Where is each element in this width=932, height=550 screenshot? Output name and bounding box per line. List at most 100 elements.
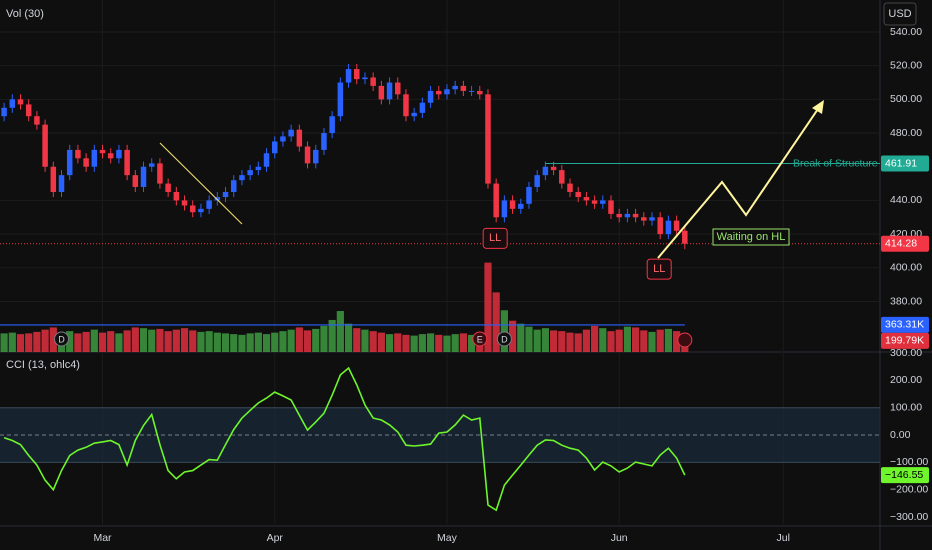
projection-path (657, 105, 821, 259)
candle-body (493, 183, 499, 218)
volume-bar (238, 334, 246, 352)
structure-price-label: 461.91 (885, 157, 917, 169)
x-tick-label: May (437, 532, 458, 544)
candle-body (107, 153, 114, 159)
cci-band (0, 407, 880, 463)
candle-body (42, 124, 48, 167)
cci-title: CCI (13, ohlc4) (6, 359, 80, 371)
candle-body (66, 149, 73, 176)
event-label: E (477, 334, 483, 344)
candle-body (157, 163, 163, 184)
candle-body (378, 85, 385, 100)
volume-bar (492, 292, 500, 352)
volume-bar (74, 333, 82, 352)
candle-body (682, 230, 688, 244)
volume-bar (418, 334, 426, 352)
volume-bar (402, 334, 410, 352)
candle-body (673, 220, 680, 231)
volume-bar (8, 332, 16, 352)
candle-body (436, 90, 442, 95)
candle-body (132, 175, 139, 187)
candle-body (189, 205, 196, 213)
y-tick-label: −300.00 (890, 511, 928, 523)
candle-body (665, 220, 672, 235)
candle-body (140, 166, 147, 187)
candle-body (173, 192, 180, 201)
candle-body (657, 217, 663, 235)
candle-body (600, 200, 606, 204)
candle-body (313, 149, 319, 164)
volume-bar (262, 334, 271, 352)
candle-body (403, 94, 409, 117)
event-label: D (501, 334, 508, 344)
candle-body (91, 149, 98, 167)
candle-body (148, 163, 155, 167)
volume-bar (500, 310, 508, 352)
candle-body (239, 175, 245, 181)
candle-body (321, 133, 327, 150)
candle-body (116, 149, 122, 159)
volume-bar (172, 329, 180, 352)
y-tick-label: 300.00 (890, 347, 922, 359)
candle-body (222, 192, 229, 198)
last-price-label-box (881, 235, 929, 252)
y-tick-label: 440.00 (890, 194, 922, 206)
event-marker[interactable] (472, 331, 488, 347)
candle-body (34, 116, 40, 125)
volume-bar (254, 332, 262, 352)
candle-body (534, 175, 540, 187)
volume-bar (336, 311, 344, 352)
volume-bar (426, 333, 435, 352)
volume-bar (451, 334, 459, 352)
volume-bar (279, 331, 287, 352)
currency-box[interactable] (883, 2, 917, 26)
ll-label: LL (489, 232, 501, 244)
y-tick-label: 400.00 (890, 262, 922, 274)
candle-body (288, 129, 294, 137)
candle-body (83, 158, 89, 167)
volume-bar (517, 323, 525, 352)
volume-bar (287, 329, 295, 352)
candle-body (452, 85, 458, 90)
volume-bar (673, 331, 681, 352)
candle-body (542, 166, 549, 176)
trend-line (159, 142, 243, 225)
volume-bar (25, 333, 33, 352)
y-tick-label: 0.00 (890, 429, 911, 441)
volume-bar (549, 330, 558, 352)
candle-body (583, 197, 590, 201)
candle-body (1, 107, 7, 117)
candle-body (271, 141, 278, 154)
volume-bar (312, 328, 320, 352)
y-tick-label: 380.00 (890, 295, 922, 307)
ll-box (646, 258, 672, 280)
y-tick-label: 200.00 (890, 374, 922, 386)
volume-bar (221, 333, 230, 352)
volume-bar (123, 330, 131, 352)
candle-body (304, 146, 311, 164)
candle-body (460, 85, 467, 91)
x-tick-label: Jun (611, 532, 628, 544)
volume-bar (189, 330, 197, 352)
volume-ma-label: 363.31K (885, 319, 924, 331)
candle-body (649, 217, 655, 221)
candle-body (296, 129, 303, 147)
volume-bar (197, 331, 205, 352)
candle-body (485, 94, 491, 184)
candle-body (255, 166, 262, 171)
candle-body (550, 166, 557, 171)
event-marker[interactable] (54, 331, 70, 347)
candle-body (9, 99, 16, 108)
volume-bar (353, 328, 361, 352)
x-tick-label: Mar (93, 532, 112, 544)
structure-text: Break of Structure (793, 157, 878, 169)
candle-body (181, 200, 188, 206)
candle-body (395, 82, 401, 95)
volume-bar (66, 331, 74, 352)
event-marker[interactable] (496, 331, 512, 347)
volume-bar (484, 262, 492, 352)
volume-bar (98, 332, 107, 352)
volume-bar (41, 329, 49, 352)
y-tick-label: 540.00 (890, 26, 922, 38)
